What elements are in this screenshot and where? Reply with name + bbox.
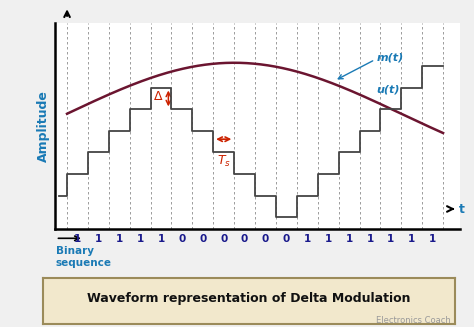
Text: Binary: Binary xyxy=(55,246,93,256)
Text: 0: 0 xyxy=(241,234,248,244)
Text: 1: 1 xyxy=(366,234,374,244)
Text: u(t): u(t) xyxy=(376,84,400,95)
Text: $\Delta$: $\Delta$ xyxy=(153,90,163,103)
Text: 1: 1 xyxy=(346,234,353,244)
Text: sequence: sequence xyxy=(55,258,111,268)
Text: 0: 0 xyxy=(199,234,207,244)
Text: m(t): m(t) xyxy=(376,53,403,63)
Text: 0: 0 xyxy=(178,234,185,244)
Y-axis label: Amplitude: Amplitude xyxy=(37,90,50,162)
Text: 1: 1 xyxy=(116,234,123,244)
Text: 1: 1 xyxy=(325,234,332,244)
Text: 1: 1 xyxy=(74,234,81,244)
Text: 1: 1 xyxy=(408,234,415,244)
Text: Waveform representation of Delta Modulation: Waveform representation of Delta Modulat… xyxy=(87,292,410,304)
Text: 1: 1 xyxy=(304,234,311,244)
Text: 0: 0 xyxy=(220,234,228,244)
Text: 1: 1 xyxy=(429,234,436,244)
Text: 0: 0 xyxy=(283,234,290,244)
Text: t: t xyxy=(459,203,465,216)
Text: 1: 1 xyxy=(137,234,144,244)
Text: 1: 1 xyxy=(387,234,394,244)
Text: 1: 1 xyxy=(95,234,102,244)
Text: Electronics Coach: Electronics Coach xyxy=(375,316,450,325)
Text: 1: 1 xyxy=(157,234,164,244)
Text: 0: 0 xyxy=(262,234,269,244)
Text: $T_s$: $T_s$ xyxy=(217,154,231,169)
